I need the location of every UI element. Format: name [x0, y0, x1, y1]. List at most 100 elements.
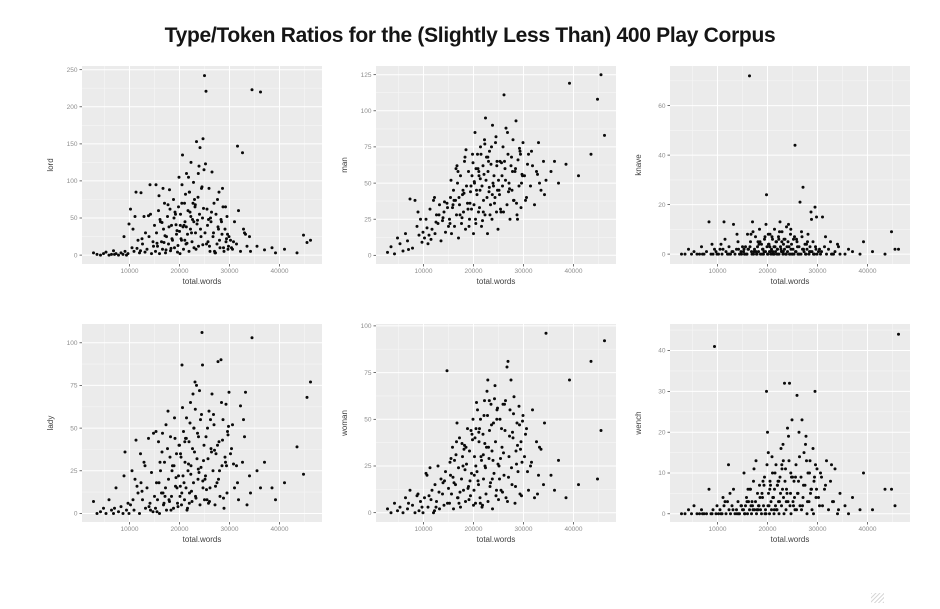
x-axis-label: total.words	[771, 277, 810, 286]
svg-text:0: 0	[368, 253, 372, 260]
tick-marks	[373, 74, 574, 267]
svg-text:30000: 30000	[514, 526, 532, 533]
x-tick-labels: 10000 20000 30000 40000	[120, 268, 288, 275]
x-axis-label: total.words	[183, 277, 222, 286]
data-points	[92, 331, 312, 515]
svg-text:25: 25	[364, 216, 372, 223]
scatter-plot-man: 10000 20000 30000 40000 0 25 50 75 100 125 total.w…	[336, 58, 624, 298]
svg-text:75: 75	[70, 383, 78, 390]
y-tick-labels: 0 10 20 30 40	[658, 348, 666, 518]
tick-marks	[667, 350, 868, 525]
svg-text:20: 20	[658, 202, 666, 209]
x-tick-labels: 10000 20000 30000 40000	[414, 526, 582, 533]
y-tick-labels: 0 25 50 75 100	[361, 323, 372, 517]
page-title: Type/Token Ratios for the (Slightly Less…	[164, 24, 776, 47]
svg-text:0: 0	[74, 511, 78, 518]
y-tick-labels: 0 25 50 75 100 125	[361, 72, 372, 260]
data-points	[680, 332, 900, 516]
svg-text:40000: 40000	[270, 268, 288, 275]
scatter-plot-lord-canvas: 10000 20000 30000 40000 0 50 100 150 200 250 total…	[46, 66, 322, 286]
svg-text:0: 0	[662, 511, 666, 518]
svg-text:60: 60	[658, 103, 666, 110]
svg-text:10000: 10000	[708, 268, 726, 275]
tick-marks	[79, 69, 280, 267]
svg-text:0: 0	[368, 510, 372, 517]
svg-text:40000: 40000	[858, 526, 876, 533]
grid-minor	[670, 66, 910, 264]
y-axis-label: lady	[46, 416, 55, 431]
svg-text:150: 150	[67, 141, 78, 148]
svg-text:40: 40	[658, 152, 666, 159]
svg-text:75: 75	[364, 144, 372, 151]
scatter-plot-knave-canvas: 10000 20000 30000 40000 0 20 40 60 total.words kn…	[634, 66, 910, 286]
svg-text:50: 50	[70, 215, 78, 222]
y-axis-label: wench	[634, 411, 643, 435]
tick-marks	[373, 325, 574, 525]
x-tick-labels: 10000 20000 30000 40000	[414, 268, 582, 275]
svg-text:20000: 20000	[464, 268, 482, 275]
scatter-plot-man-canvas: 10000 20000 30000 40000 0 25 50 75 100 125 total.w…	[340, 66, 616, 286]
svg-text:40: 40	[658, 348, 666, 355]
svg-text:10: 10	[658, 470, 666, 477]
svg-text:20000: 20000	[170, 526, 188, 533]
grid-major	[82, 66, 322, 264]
scatter-plot-woman: 10000 20000 30000 40000 0 25 50 75 100 total.word…	[336, 316, 624, 556]
tick-marks	[667, 105, 868, 267]
svg-text:10000: 10000	[120, 268, 138, 275]
svg-text:20000: 20000	[758, 526, 776, 533]
svg-text:100: 100	[361, 108, 372, 115]
scatter-plot-knave: 10000 20000 30000 40000 0 20 40 60 total.words kn…	[630, 58, 918, 298]
svg-text:20: 20	[658, 429, 666, 436]
scatter-plot-lord: 10000 20000 30000 40000 0 50 100 150 200 250 total…	[42, 58, 330, 298]
data-points	[386, 73, 606, 256]
y-tick-labels: 0 20 40 60	[658, 103, 666, 258]
svg-text:30000: 30000	[808, 268, 826, 275]
x-axis-label: total.words	[477, 277, 516, 286]
x-tick-labels: 10000 20000 30000 40000	[708, 268, 876, 275]
x-axis-label: total.words	[771, 535, 810, 544]
scatter-plot-lady-canvas: 10000 20000 30000 40000 0 25 50 75 100 total.word…	[46, 324, 322, 544]
svg-text:10000: 10000	[414, 526, 432, 533]
x-tick-labels: 10000 20000 30000 40000	[120, 526, 288, 533]
svg-text:10000: 10000	[120, 526, 138, 533]
resize-handle-artifact	[871, 593, 884, 603]
data-points	[680, 74, 900, 256]
svg-text:40000: 40000	[564, 268, 582, 275]
svg-text:50: 50	[364, 180, 372, 187]
data-points	[92, 74, 312, 257]
scatter-plot-wench-canvas: 10000 20000 30000 40000 0 10 20 30 40 total.words…	[634, 324, 910, 544]
y-axis-label: lord	[46, 158, 55, 171]
svg-text:0: 0	[74, 252, 78, 259]
y-axis-label: woman	[340, 410, 349, 437]
svg-text:40000: 40000	[564, 526, 582, 533]
svg-text:0: 0	[662, 251, 666, 258]
plot-grid: 10000 20000 30000 40000 0 50 100 150 200 250 total…	[0, 58, 940, 556]
svg-text:125: 125	[361, 72, 372, 79]
panel-background	[82, 66, 322, 264]
y-tick-labels: 0 25 50 75 100	[67, 340, 78, 518]
svg-text:10000: 10000	[414, 268, 432, 275]
svg-text:30000: 30000	[220, 526, 238, 533]
x-axis-label: total.words	[183, 535, 222, 544]
svg-text:250: 250	[67, 67, 78, 74]
svg-text:20000: 20000	[758, 268, 776, 275]
y-axis-label: knave	[634, 154, 643, 176]
svg-text:50: 50	[364, 417, 372, 424]
svg-text:30000: 30000	[808, 526, 826, 533]
svg-text:20000: 20000	[464, 526, 482, 533]
svg-text:25: 25	[70, 468, 78, 475]
svg-text:200: 200	[67, 104, 78, 111]
svg-text:30000: 30000	[514, 268, 532, 275]
svg-text:25: 25	[364, 463, 372, 470]
svg-text:40000: 40000	[270, 526, 288, 533]
y-tick-labels: 0 50 100 150 200 250	[67, 67, 78, 259]
data-points	[386, 331, 606, 515]
tick-marks	[79, 342, 280, 525]
svg-text:50: 50	[70, 425, 78, 432]
svg-text:10000: 10000	[708, 526, 726, 533]
x-tick-labels: 10000 20000 30000 40000	[708, 526, 876, 533]
x-axis-label: total.words	[477, 535, 516, 544]
svg-text:100: 100	[67, 340, 78, 347]
scatter-plot-woman-canvas: 10000 20000 30000 40000 0 25 50 75 100 total.word…	[340, 323, 616, 544]
panel-background	[670, 66, 910, 264]
